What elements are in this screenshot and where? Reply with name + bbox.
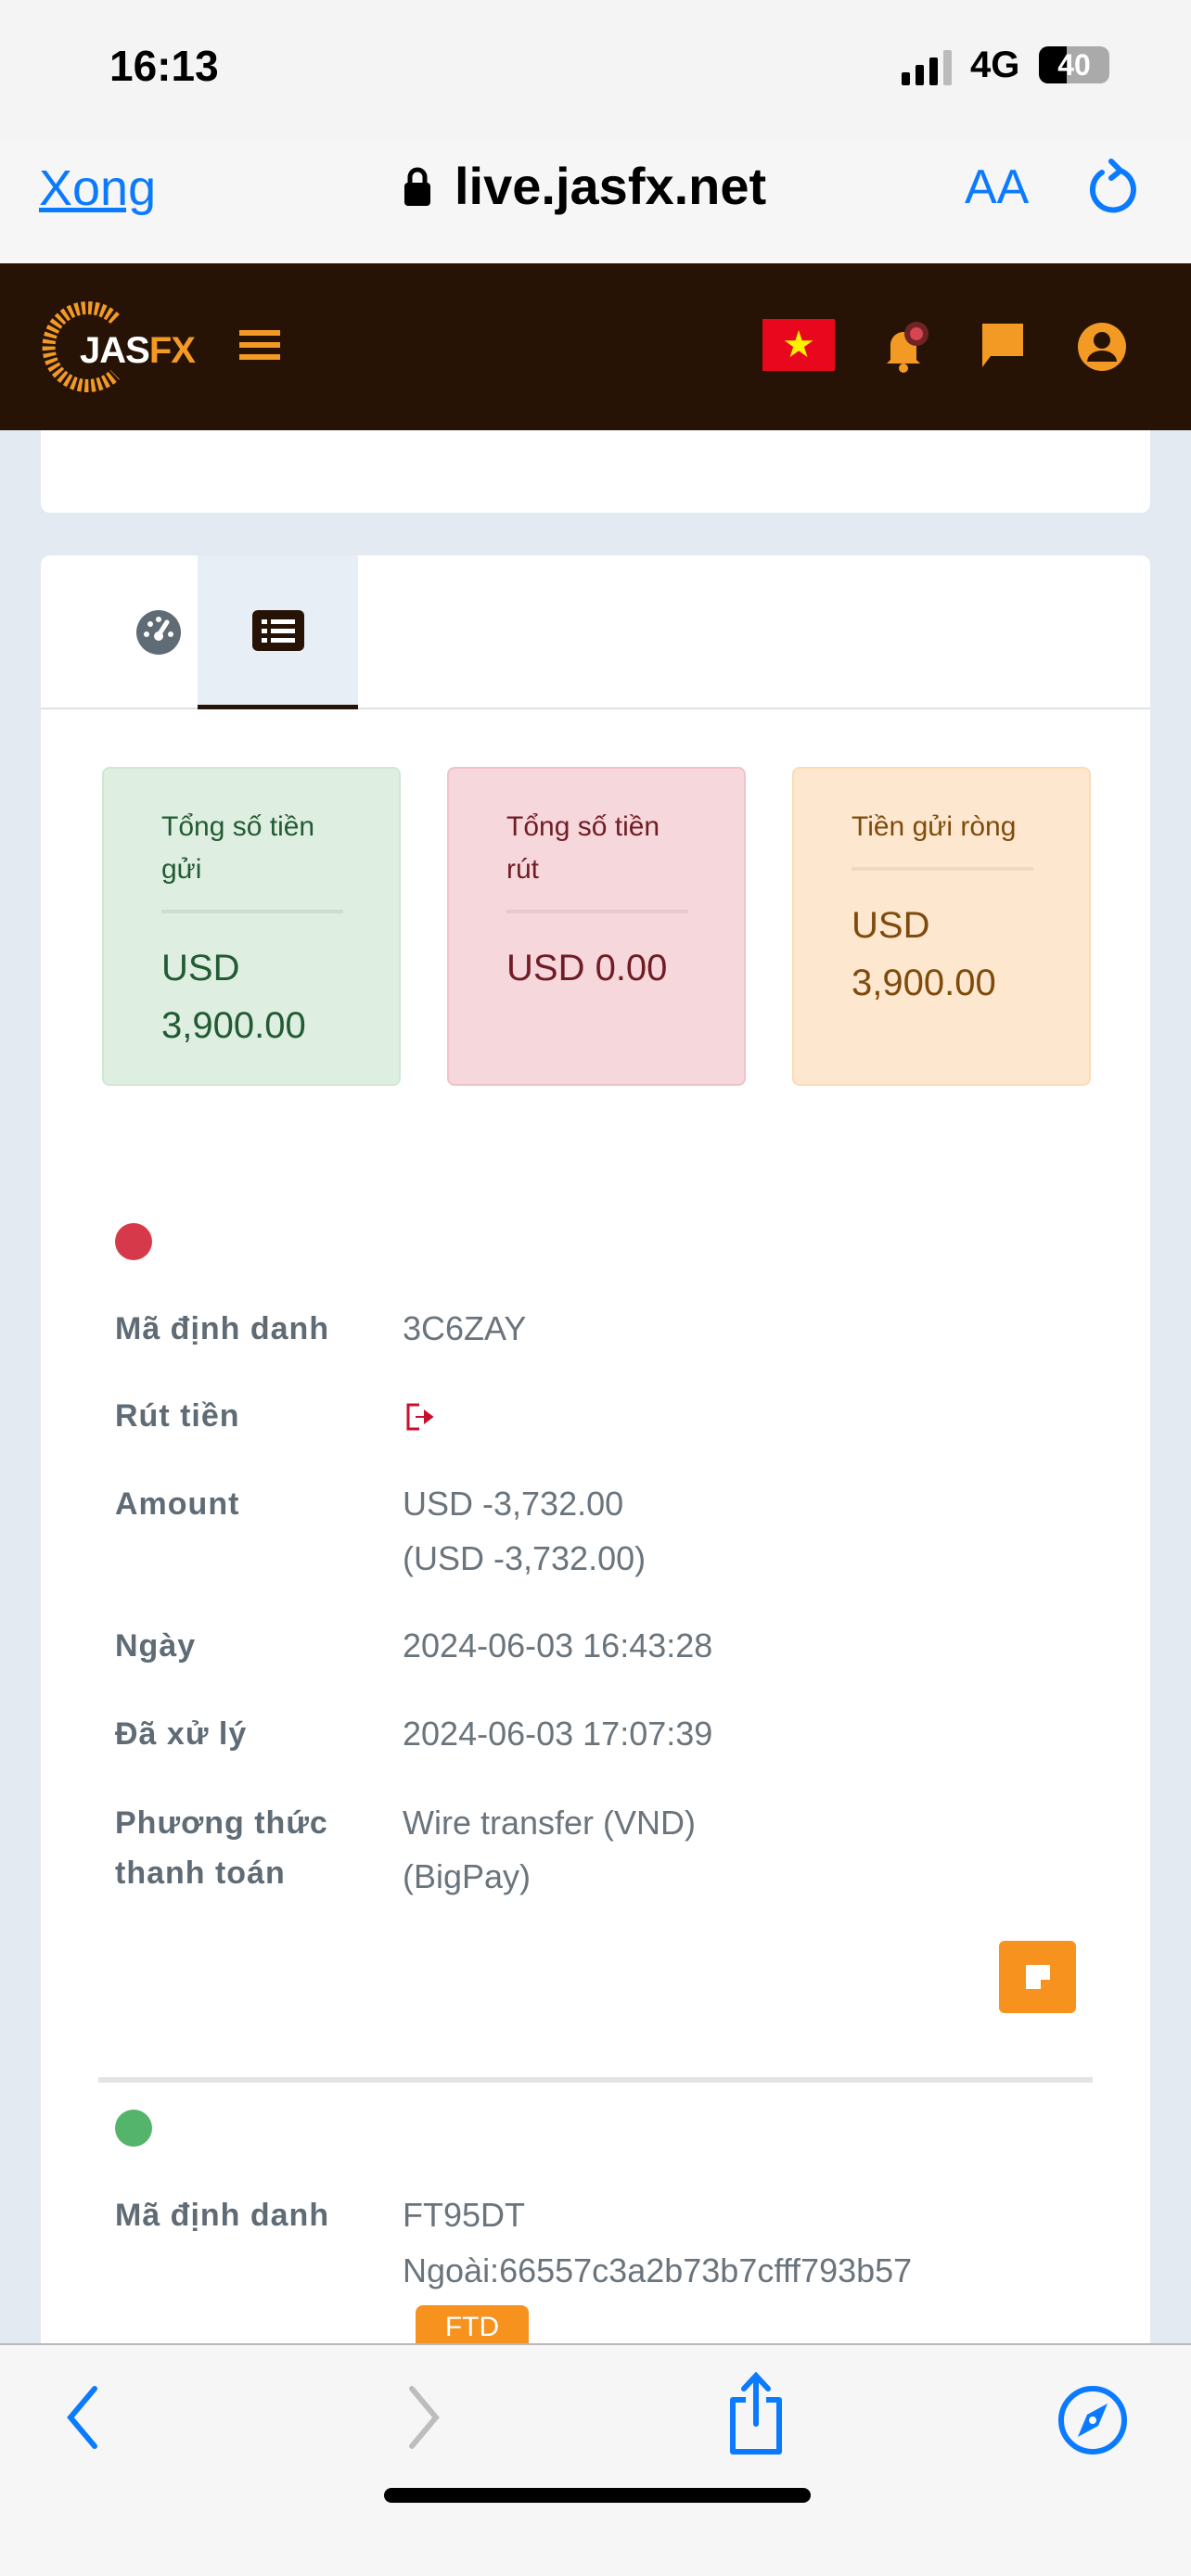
- status-bar: [0, 0, 1191, 139]
- lock-icon: [404, 167, 430, 206]
- share-icon[interactable]: [724, 2372, 788, 2455]
- note-button[interactable]: [999, 1941, 1076, 2013]
- vietnam-flag-icon[interactable]: ★: [762, 319, 835, 371]
- total-deposit-value: USD 3,900.00: [161, 948, 306, 1046]
- done-button[interactable]: Xong: [39, 160, 157, 216]
- forward-icon[interactable]: [401, 2383, 447, 2452]
- divider: [506, 910, 688, 913]
- id-value: FT95DT: [403, 2196, 526, 2234]
- compass-icon[interactable]: [1056, 2383, 1130, 2457]
- net-deposit-value: USD 3,900.00: [852, 905, 996, 1003]
- tab-dashboard[interactable]: [78, 555, 238, 709]
- clock: 16:13: [109, 42, 219, 90]
- hamburger-menu-icon[interactable]: [239, 330, 280, 360]
- logo[interactable]: JASFX: [80, 330, 196, 371]
- divider: [852, 867, 1033, 871]
- date-label: Ngày: [115, 1628, 197, 1664]
- previous-card: [41, 430, 1150, 513]
- status-dot-red: [115, 1223, 152, 1260]
- signal-icon: [902, 50, 952, 85]
- status-dot-green: [115, 2110, 152, 2147]
- total-withdrawal-value: USD 0.00: [506, 948, 668, 988]
- type-label: Rút tiền: [115, 1398, 240, 1434]
- amount-value: USD -3,732.00: [403, 1485, 624, 1523]
- external-id: Ngoài:66557c3a2b73b7cfff793b57: [403, 2251, 913, 2289]
- id-label: Mã định danh: [115, 2198, 330, 2233]
- net-deposit-box: Tiền gửi ròng USD 3,900.00: [792, 767, 1091, 1086]
- tab-transactions-list[interactable]: [198, 555, 358, 709]
- tab-bar: [41, 555, 1150, 709]
- sticky-note-icon: [1025, 1965, 1050, 1989]
- total-deposit-label: Tổng số tiền gửi: [161, 811, 315, 885]
- text-size-button[interactable]: AA: [965, 160, 1030, 214]
- id-value: 3C6ZAY: [403, 1309, 527, 1347]
- logo-ring-icon: [42, 301, 120, 392]
- total-withdrawal-box: Tổng số tiền rút USD 0.00: [447, 767, 746, 1086]
- battery-icon: 40: [1039, 46, 1109, 83]
- list-icon: [251, 609, 304, 651]
- browser-url-bar: [0, 139, 1191, 263]
- ftd-badge: FTD: [416, 2305, 529, 2346]
- browser-toolbar: [0, 2343, 1191, 2576]
- net-deposit-label: Tiền gửi ròng: [852, 811, 1017, 842]
- processed-label: Đã xử lý: [115, 1716, 248, 1752]
- dashboard-gauge-icon: [135, 610, 181, 655]
- total-withdrawal-label: Tổng số tiền rút: [506, 811, 660, 885]
- bell-icon[interactable]: [881, 319, 933, 375]
- processed-value: 2024-06-03 17:07:39: [403, 1715, 713, 1753]
- reload-icon[interactable]: [1083, 158, 1145, 219]
- network-type: 4G: [970, 45, 1020, 85]
- divider: [161, 910, 343, 913]
- date-value: 2024-06-03 16:43:28: [403, 1626, 713, 1664]
- payment-method-label: Phương thức thanh toán: [115, 1805, 328, 1891]
- chat-icon[interactable]: [980, 321, 1026, 369]
- user-account-icon[interactable]: [1076, 321, 1128, 373]
- sign-out-icon: [406, 1403, 434, 1431]
- divider: [98, 2077, 1093, 2083]
- payment-method-value: Wire transfer (VND) (BigPay): [403, 1804, 697, 1895]
- back-icon[interactable]: [59, 2383, 106, 2452]
- total-deposit-box: Tổng số tiền gửi USD 3,900.00: [102, 767, 401, 1086]
- url-text[interactable]: live.jasfx.net: [455, 157, 767, 215]
- amount-converted: (USD -3,732.00): [403, 1539, 647, 1577]
- amount-label: Amount: [115, 1486, 240, 1522]
- battery-level: 40: [1057, 48, 1091, 82]
- home-indicator: [384, 2488, 811, 2503]
- id-label: Mã định danh: [115, 1311, 330, 1346]
